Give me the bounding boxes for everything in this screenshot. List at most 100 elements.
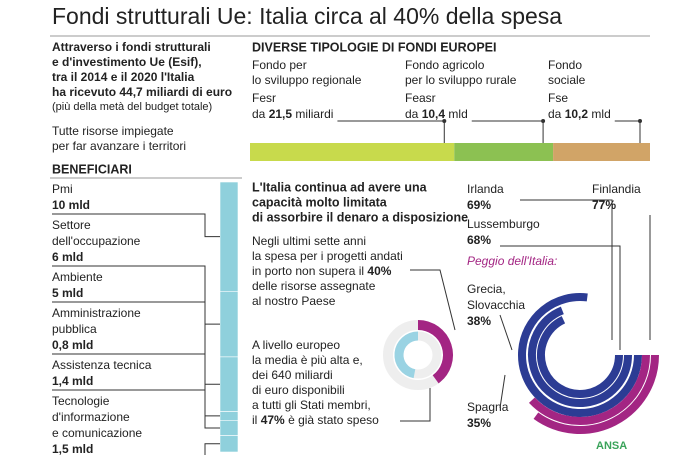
- fund-bar: [553, 143, 650, 161]
- country-arc: [537, 316, 623, 398]
- p1: al nostro Paese: [252, 294, 336, 308]
- p1-text: in porto non supera il: [252, 264, 364, 278]
- country-name: Slovacchia: [467, 298, 525, 312]
- beneficiary-name: e comunicazione: [52, 426, 142, 440]
- leader: [52, 389, 220, 429]
- p2: la media è più alta e,: [252, 353, 363, 367]
- p2: A livello europeo: [252, 338, 340, 352]
- leader: [204, 443, 220, 455]
- fund-amount-value: 21,5: [269, 107, 293, 121]
- leader: [410, 269, 456, 331]
- fund-desc: per lo sviluppo rurale: [405, 73, 517, 87]
- beneficiary-amount: 10 mld: [52, 198, 90, 212]
- fund-name: Feasr: [405, 91, 436, 105]
- beneficiary-name: dell'occupazione: [52, 234, 141, 248]
- leader: [499, 374, 506, 409]
- p1: delle risorse assegnate: [252, 279, 376, 293]
- beneficiary-name: Settore: [52, 218, 91, 232]
- funds-heading: DIVERSE TIPOLOGIE DI FONDI EUROPEI: [252, 40, 496, 54]
- leader: [520, 199, 613, 340]
- fund-amount: da 21,5 miliardi: [252, 107, 333, 121]
- leader-dot: [638, 119, 642, 123]
- beneficiary-amount: 1,5 mld: [52, 442, 93, 455]
- beneficiary-name: d'informazione: [52, 410, 130, 424]
- beneficiary-name: Ambiente: [52, 270, 103, 284]
- fund-prefix: da: [405, 107, 419, 121]
- leader: [52, 265, 220, 325]
- leader: [614, 120, 641, 143]
- fund-bar: [250, 143, 455, 161]
- worse-label: Peggio dell'Italia:: [467, 254, 557, 268]
- fund-amount-value: 10,4: [422, 107, 446, 121]
- leader: [471, 120, 544, 143]
- fund-amount: da 10,4 mld: [405, 107, 468, 121]
- beneficiary-amount: 0,8 mld: [52, 338, 93, 352]
- intro: Attraverso i fondi strutturali e d'inves…: [52, 40, 232, 153]
- italy-heading: L'Italia continua ad avere una: [252, 180, 428, 194]
- fund-unit: mld: [591, 107, 610, 121]
- beneficiary-bar: [219, 291, 239, 358]
- p2: a tutti gli Stati membri,: [252, 398, 371, 412]
- country-label: 38%: [467, 314, 491, 328]
- fund-prefix: da: [548, 107, 562, 121]
- fund-unit: miliardi: [295, 107, 333, 121]
- intro-note: (più della metà del budget totale): [52, 101, 212, 113]
- beneficiary-name: pubblica: [52, 322, 97, 336]
- eu-label: 47%: [261, 413, 285, 427]
- country-arc: [533, 354, 659, 434]
- intro-sub: per far avanzare i territori: [52, 139, 186, 153]
- beneficiary-bar: [219, 435, 239, 453]
- beneficiary-name: Assistenza tecnica: [52, 358, 152, 372]
- italy-arc: [417, 320, 453, 384]
- fund-desc: Fondo agricolo: [405, 58, 485, 72]
- beneficiary-amount: 1,4 mld: [52, 374, 93, 388]
- beneficiary-amount: 6 mld: [52, 250, 83, 264]
- p2: il 47% è già stato speso: [252, 413, 379, 427]
- fund-desc: Fondo per: [252, 58, 307, 72]
- beneficiary-bar: [219, 419, 239, 436]
- p2-text: è già stato speso: [288, 413, 379, 427]
- beneficiaries-heading: BENEFICIARI: [52, 162, 132, 176]
- leader: [52, 353, 220, 417]
- country-name: Spagna: [467, 400, 509, 414]
- title: Fondi strutturali Ue: Italia circa al 40…: [52, 3, 562, 29]
- fund-name: Fse: [548, 91, 568, 105]
- fund-bar: [454, 143, 554, 161]
- fund-desc: Fondo: [548, 58, 582, 72]
- italy-heading: di assorbire il denaro a disposizione: [252, 210, 468, 224]
- p1: Negli ultimi sette anni: [252, 234, 366, 248]
- leader-dot: [541, 119, 546, 123]
- italy-text: L'Italia continua ad avere una capacità …: [252, 180, 468, 427]
- intro-line: tra il 2014 e il 2020 l'Italia: [52, 70, 195, 84]
- p2-text: il: [252, 413, 257, 427]
- country-label: 35%: [467, 416, 491, 430]
- country-label: 77%: [592, 198, 616, 212]
- country-label: 68%: [467, 233, 491, 247]
- p2: di euro disponibili: [252, 383, 345, 397]
- italy-label: 40%: [367, 264, 391, 278]
- leader-dot: [442, 119, 447, 123]
- country-name: Lussemburgo: [467, 217, 540, 231]
- leader: [337, 120, 445, 143]
- intro-line: e d'investimento Ue (Esif),: [52, 55, 202, 69]
- eu-arc: [394, 331, 419, 379]
- country-arc: [528, 354, 650, 425]
- fund-unit: mld: [448, 107, 467, 121]
- fund-prefix: da: [252, 107, 266, 121]
- leader: [52, 213, 220, 238]
- fund-desc: lo sviluppo regionale: [252, 73, 362, 87]
- leader: [52, 301, 220, 385]
- fund-amount-value: 10,2: [565, 107, 589, 121]
- country-arc: [528, 306, 632, 407]
- leader: [499, 314, 513, 351]
- leader: [500, 245, 621, 350]
- beneficiary-name: Amministrazione: [52, 306, 141, 320]
- p2: dei 640 miliardi: [252, 368, 333, 382]
- beneficiary-amount: 5 mld: [52, 286, 83, 300]
- fund-amount: da 10,2 mld: [548, 107, 611, 121]
- beneficiary-bar: [219, 181, 239, 292]
- intro-line: ha ricevuto 44,7 miliardi di euro: [52, 85, 232, 99]
- beneficiary-name: Pmi: [52, 182, 73, 196]
- intro-line: Attraverso i fondi strutturali: [52, 40, 211, 54]
